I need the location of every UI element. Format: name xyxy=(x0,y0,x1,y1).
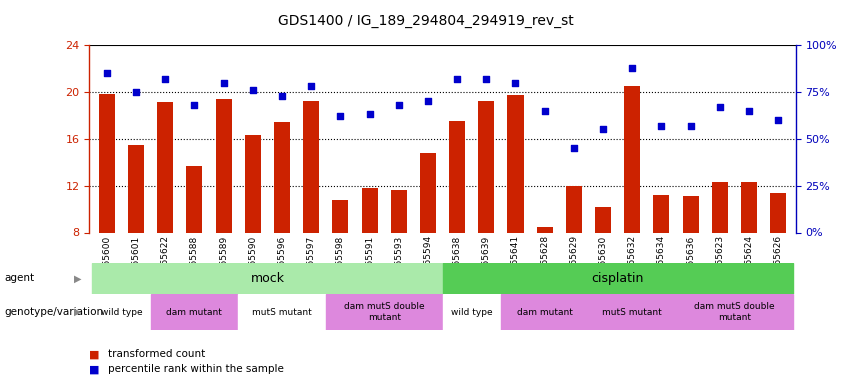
Text: cisplatin: cisplatin xyxy=(591,272,644,285)
Point xyxy=(100,70,114,76)
Point xyxy=(771,117,785,123)
Point xyxy=(509,80,523,86)
Point xyxy=(158,76,172,82)
Bar xyxy=(238,294,326,330)
Bar xyxy=(99,94,115,232)
Text: percentile rank within the sample: percentile rank within the sample xyxy=(108,364,284,374)
Bar xyxy=(711,182,728,232)
Point xyxy=(187,102,201,108)
Bar xyxy=(391,190,407,232)
Point xyxy=(275,93,288,99)
Bar xyxy=(215,99,231,232)
Bar xyxy=(654,195,670,232)
Text: dam mutS double
mutant: dam mutS double mutant xyxy=(344,303,425,322)
Bar xyxy=(245,135,260,232)
Point xyxy=(421,98,435,104)
Text: GDS1400 / IG_189_294804_294919_rev_st: GDS1400 / IG_189_294804_294919_rev_st xyxy=(277,13,574,28)
Bar xyxy=(676,294,793,330)
Text: ■: ■ xyxy=(89,364,100,374)
Point xyxy=(713,104,727,110)
Point xyxy=(654,123,668,129)
Bar xyxy=(443,294,501,330)
Bar xyxy=(566,186,582,232)
Bar xyxy=(588,294,676,330)
Text: wild type: wild type xyxy=(100,308,142,316)
Point xyxy=(597,126,610,132)
Point xyxy=(625,64,639,70)
Point xyxy=(305,83,318,89)
Point xyxy=(742,108,756,114)
Text: agent: agent xyxy=(4,273,34,284)
Text: mock: mock xyxy=(250,272,284,285)
Bar xyxy=(362,188,378,232)
Point xyxy=(567,145,580,151)
Point xyxy=(334,113,347,119)
Text: transformed count: transformed count xyxy=(108,350,205,359)
Bar xyxy=(420,153,436,232)
Bar xyxy=(333,200,348,232)
Point xyxy=(450,76,464,82)
Point xyxy=(392,102,406,108)
Point xyxy=(363,111,376,117)
Bar xyxy=(274,122,290,232)
Bar xyxy=(449,121,465,232)
Text: ▶: ▶ xyxy=(74,273,82,284)
Text: mutS mutant: mutS mutant xyxy=(252,308,311,316)
Point xyxy=(684,123,698,129)
Bar xyxy=(683,196,699,232)
Bar xyxy=(92,262,443,294)
Bar xyxy=(770,193,786,232)
Point xyxy=(129,89,143,95)
Text: ▶: ▶ xyxy=(74,307,82,317)
Text: dam mutS double
mutant: dam mutS double mutant xyxy=(694,303,774,322)
Bar xyxy=(186,166,203,232)
Text: mutS mutant: mutS mutant xyxy=(603,308,662,316)
Bar xyxy=(625,86,640,232)
Point xyxy=(246,87,260,93)
Point xyxy=(217,80,231,86)
Bar xyxy=(507,95,523,232)
Bar xyxy=(741,182,757,232)
Text: dam mutant: dam mutant xyxy=(167,308,222,316)
Bar xyxy=(303,101,319,232)
Bar xyxy=(151,294,238,330)
Bar xyxy=(537,226,552,232)
Bar xyxy=(501,294,588,330)
Text: genotype/variation: genotype/variation xyxy=(4,307,103,317)
Bar xyxy=(595,207,611,232)
Point xyxy=(479,76,493,82)
Bar xyxy=(128,145,144,232)
Bar xyxy=(92,294,151,330)
Text: wild type: wild type xyxy=(451,308,493,316)
Bar xyxy=(478,101,494,232)
Point xyxy=(538,108,551,114)
Bar xyxy=(157,102,174,232)
Bar xyxy=(443,262,793,294)
Bar xyxy=(326,294,443,330)
Text: dam mutant: dam mutant xyxy=(517,308,573,316)
Text: ■: ■ xyxy=(89,350,100,359)
